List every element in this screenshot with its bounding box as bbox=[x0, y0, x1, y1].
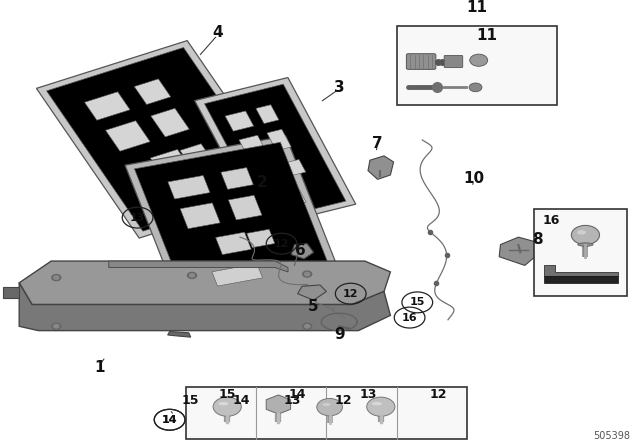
Polygon shape bbox=[216, 232, 252, 254]
Circle shape bbox=[303, 323, 312, 329]
Text: 7: 7 bbox=[372, 136, 383, 151]
Polygon shape bbox=[134, 79, 171, 104]
Polygon shape bbox=[151, 108, 189, 137]
Polygon shape bbox=[47, 47, 280, 231]
Polygon shape bbox=[246, 229, 275, 248]
Polygon shape bbox=[134, 142, 333, 302]
Text: 505398: 505398 bbox=[593, 431, 630, 441]
Text: 12: 12 bbox=[335, 394, 353, 407]
Polygon shape bbox=[168, 332, 191, 337]
Polygon shape bbox=[109, 261, 288, 272]
Polygon shape bbox=[228, 195, 262, 220]
Polygon shape bbox=[543, 265, 618, 276]
Text: 1: 1 bbox=[94, 360, 104, 375]
Circle shape bbox=[469, 83, 482, 92]
Polygon shape bbox=[266, 395, 291, 414]
Ellipse shape bbox=[322, 403, 331, 406]
Polygon shape bbox=[212, 263, 262, 286]
Text: 3: 3 bbox=[334, 80, 344, 95]
Text: 5: 5 bbox=[308, 299, 319, 314]
Ellipse shape bbox=[372, 402, 382, 405]
Polygon shape bbox=[205, 84, 346, 220]
Polygon shape bbox=[221, 168, 253, 190]
Circle shape bbox=[54, 276, 59, 279]
Text: 16: 16 bbox=[542, 214, 559, 227]
Polygon shape bbox=[84, 92, 130, 120]
Polygon shape bbox=[499, 237, 538, 265]
Text: 11: 11 bbox=[467, 0, 487, 15]
Ellipse shape bbox=[577, 230, 586, 235]
Polygon shape bbox=[273, 190, 306, 209]
Text: 15: 15 bbox=[410, 297, 425, 307]
FancyBboxPatch shape bbox=[397, 26, 557, 104]
Polygon shape bbox=[239, 135, 267, 158]
FancyBboxPatch shape bbox=[534, 209, 627, 296]
Text: 2: 2 bbox=[257, 175, 268, 190]
Circle shape bbox=[470, 54, 488, 66]
Polygon shape bbox=[180, 144, 211, 165]
Text: 10: 10 bbox=[463, 171, 484, 186]
Text: 4: 4 bbox=[212, 26, 223, 40]
Polygon shape bbox=[3, 287, 19, 298]
Circle shape bbox=[305, 272, 310, 276]
Circle shape bbox=[305, 324, 310, 328]
Text: 6: 6 bbox=[296, 243, 306, 258]
Circle shape bbox=[213, 397, 241, 416]
FancyBboxPatch shape bbox=[444, 56, 463, 68]
Text: 15: 15 bbox=[218, 388, 236, 401]
Ellipse shape bbox=[578, 243, 593, 246]
Text: 8: 8 bbox=[532, 232, 543, 247]
Polygon shape bbox=[180, 203, 220, 229]
Ellipse shape bbox=[218, 402, 228, 405]
Circle shape bbox=[572, 225, 600, 245]
Text: 13: 13 bbox=[359, 388, 377, 401]
Polygon shape bbox=[106, 121, 150, 151]
Text: 13: 13 bbox=[284, 394, 301, 407]
Text: 16: 16 bbox=[402, 313, 417, 323]
Text: 13: 13 bbox=[130, 213, 145, 223]
Text: 14: 14 bbox=[232, 394, 250, 407]
Polygon shape bbox=[267, 129, 291, 151]
Polygon shape bbox=[298, 285, 326, 300]
Circle shape bbox=[189, 274, 195, 277]
Polygon shape bbox=[158, 182, 211, 211]
Polygon shape bbox=[36, 41, 290, 238]
Circle shape bbox=[54, 324, 59, 328]
Polygon shape bbox=[268, 162, 292, 181]
Text: 12: 12 bbox=[274, 239, 289, 249]
Polygon shape bbox=[150, 150, 190, 176]
Polygon shape bbox=[368, 156, 394, 179]
FancyBboxPatch shape bbox=[543, 276, 618, 283]
Text: 12: 12 bbox=[429, 388, 447, 401]
Polygon shape bbox=[291, 244, 314, 259]
FancyBboxPatch shape bbox=[186, 387, 467, 439]
Circle shape bbox=[317, 398, 342, 416]
Text: 14: 14 bbox=[162, 415, 177, 425]
Text: 15: 15 bbox=[181, 394, 199, 407]
Text: 12: 12 bbox=[343, 289, 358, 299]
Text: 9: 9 bbox=[334, 327, 344, 342]
Polygon shape bbox=[19, 261, 390, 305]
Polygon shape bbox=[19, 283, 390, 331]
Polygon shape bbox=[286, 159, 306, 175]
Circle shape bbox=[367, 397, 395, 416]
Circle shape bbox=[52, 323, 61, 329]
Circle shape bbox=[52, 275, 61, 280]
Text: 11: 11 bbox=[476, 27, 497, 43]
Polygon shape bbox=[256, 105, 279, 124]
Polygon shape bbox=[195, 78, 356, 227]
Text: 14: 14 bbox=[289, 388, 307, 401]
Circle shape bbox=[303, 271, 312, 277]
Circle shape bbox=[188, 272, 196, 279]
FancyBboxPatch shape bbox=[406, 54, 436, 69]
Polygon shape bbox=[125, 136, 342, 308]
Polygon shape bbox=[225, 111, 253, 131]
Text: 14: 14 bbox=[162, 415, 177, 425]
Polygon shape bbox=[168, 176, 210, 199]
